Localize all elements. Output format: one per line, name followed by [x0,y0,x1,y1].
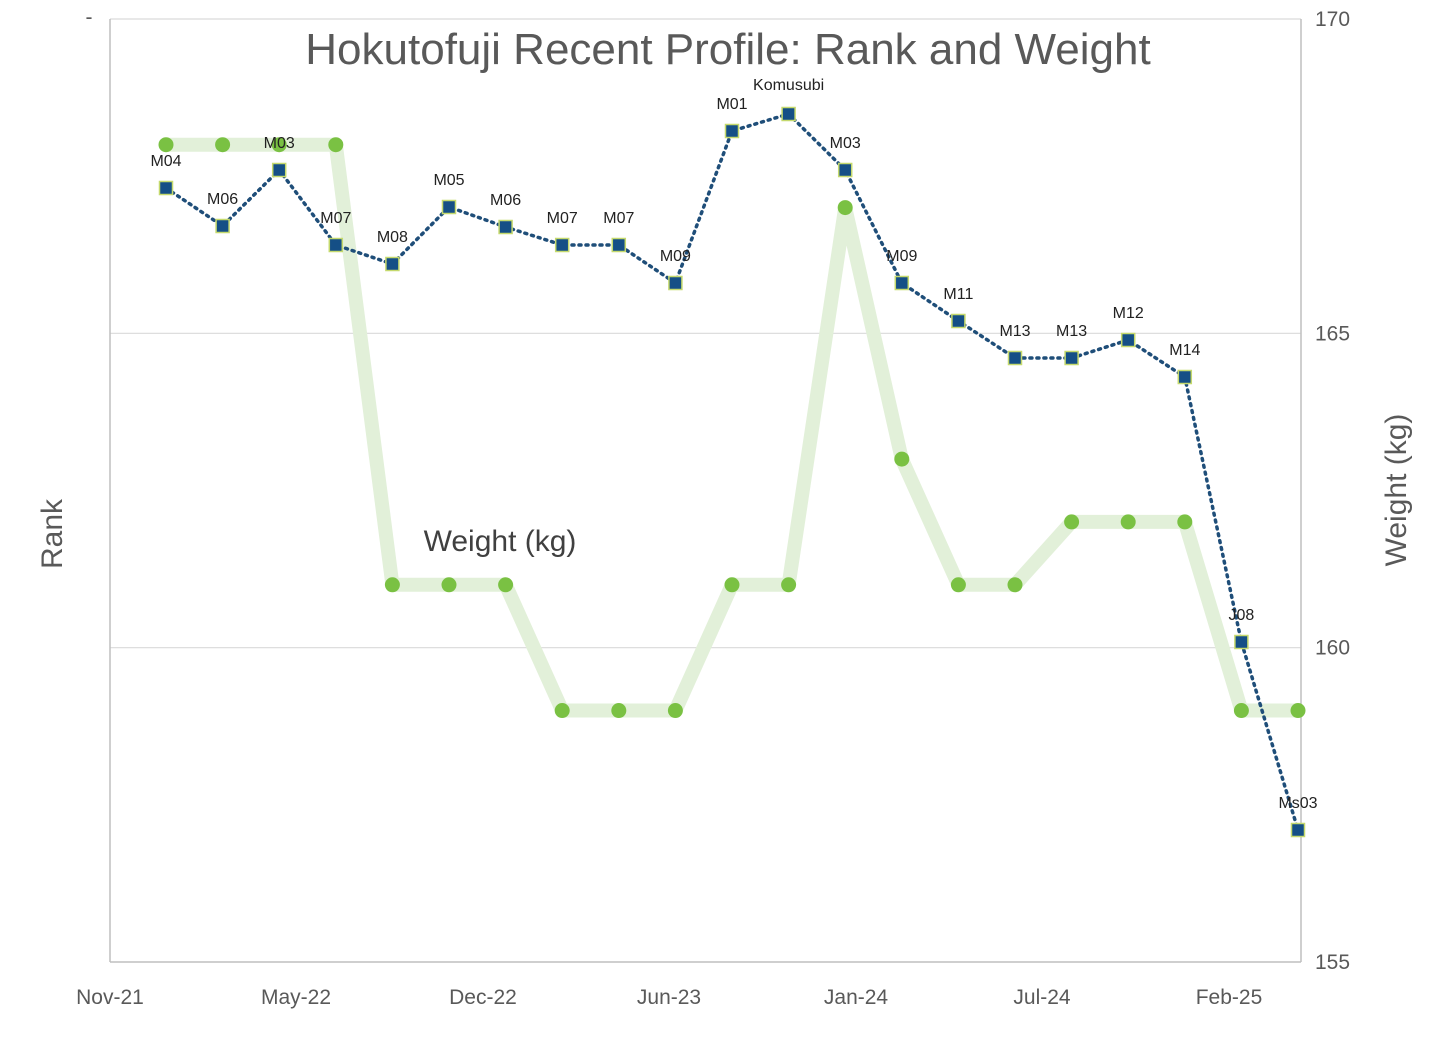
weight-point [1007,577,1023,593]
x-axis-tick-label: Dec-22 [449,986,517,1009]
weight-point [1233,703,1249,719]
rank-point [837,162,853,178]
weight-point [1120,514,1136,530]
rank-point [441,199,457,215]
x-axis-tick-label: May-22 [261,986,331,1009]
weight-point [498,577,514,593]
rank-data-label: M03 [264,135,295,152]
weight-point [1177,514,1193,530]
right-axis-tick-label: 155 [1315,951,1350,974]
rank-data-label: M09 [886,248,917,265]
right-axis-title: Weight (kg) [1380,414,1413,567]
x-axis-tick-label: Jan-24 [824,986,889,1009]
rank-data-label: M03 [830,135,861,152]
right-axis-tick-label: 170 [1315,8,1350,31]
rank-point [1234,634,1249,650]
rank-data-label: Komusubi [753,77,824,94]
rank-data-label: M07 [603,210,634,227]
weight-point [271,137,287,153]
rank-data-label: M06 [207,191,238,208]
weight-point [215,137,231,153]
rank-point [951,313,966,329]
rank-point [385,256,400,272]
rank-point [611,237,627,253]
rank-point [271,162,287,178]
rank-data-label: M07 [320,210,351,227]
weight-series-label: Weight (kg) [424,525,577,558]
rank-data-label: J08 [1229,607,1255,624]
x-axis-tick-label: Feb-25 [1196,986,1263,1009]
rank-point [1290,822,1306,838]
weight-point [1064,514,1080,530]
rank-point [215,218,230,234]
weight-point [837,200,853,216]
labels: M04 M06 M03 M07 M08 M05 M06 M07 M07 M09 M01 Komusub… [150,77,1317,812]
rank-point [781,106,796,122]
weight-point [950,577,966,593]
left-axis-top-tick: - [86,6,93,29]
weight-point [441,577,457,593]
rank-point [158,180,174,196]
rank-point [498,219,513,235]
x-axis-tick-label: Jun-23 [637,986,701,1009]
rank-data-label: M11 [943,286,973,303]
rank-data-label: M08 [377,229,408,246]
rank-data-label: M07 [547,210,578,227]
rank-data-label: M04 [150,153,181,170]
weight-point [158,137,174,153]
weight-point [611,703,627,719]
chart-title: Hokutofuji Recent Profile: Rank and Weig… [305,25,1150,74]
axes: 155 160 165 170 Nov-21 May-22 Dec-22 Jun-23 Jan-… [76,8,1350,1009]
rank-point [1120,332,1136,348]
rank-data-label: M05 [433,172,464,189]
rank-data-label: M12 [1113,305,1144,322]
rank-point [1064,350,1079,366]
x-axis-tick-label: Jul-24 [1013,986,1071,1009]
right-axis-tick-label: 160 [1315,637,1350,660]
weight-point [781,577,797,593]
rank-point [554,237,570,253]
rank-data-label: M06 [490,192,521,209]
weight-series [158,137,1306,719]
rank-point [668,275,683,291]
weight-point [554,703,570,719]
rank-data-label: Ms03 [1278,795,1317,812]
rank-point [724,123,740,139]
rank-data-label: M01 [716,96,747,113]
weight-point [724,577,740,593]
rank-data-label: M14 [1169,342,1200,359]
weight-line [159,137,1305,718]
rank-data-label: M13 [999,323,1030,340]
rank-point [894,275,910,291]
weight-point [667,703,683,719]
weight-point [894,451,910,467]
weight-point [384,577,400,593]
right-axis-tick-label: 165 [1315,322,1350,345]
rank-data-label: M13 [1056,323,1087,340]
rank-series [158,106,1306,838]
left-axis-title: Rank [36,498,69,569]
rank-point [1177,369,1193,385]
weight-point [1290,703,1306,719]
rank-line [164,112,1300,832]
weight-point [328,137,344,153]
rank-point [1007,350,1023,366]
rank-point [328,237,344,253]
rank-data-label: M09 [660,248,691,265]
x-axis-tick-label: Nov-21 [76,986,144,1009]
